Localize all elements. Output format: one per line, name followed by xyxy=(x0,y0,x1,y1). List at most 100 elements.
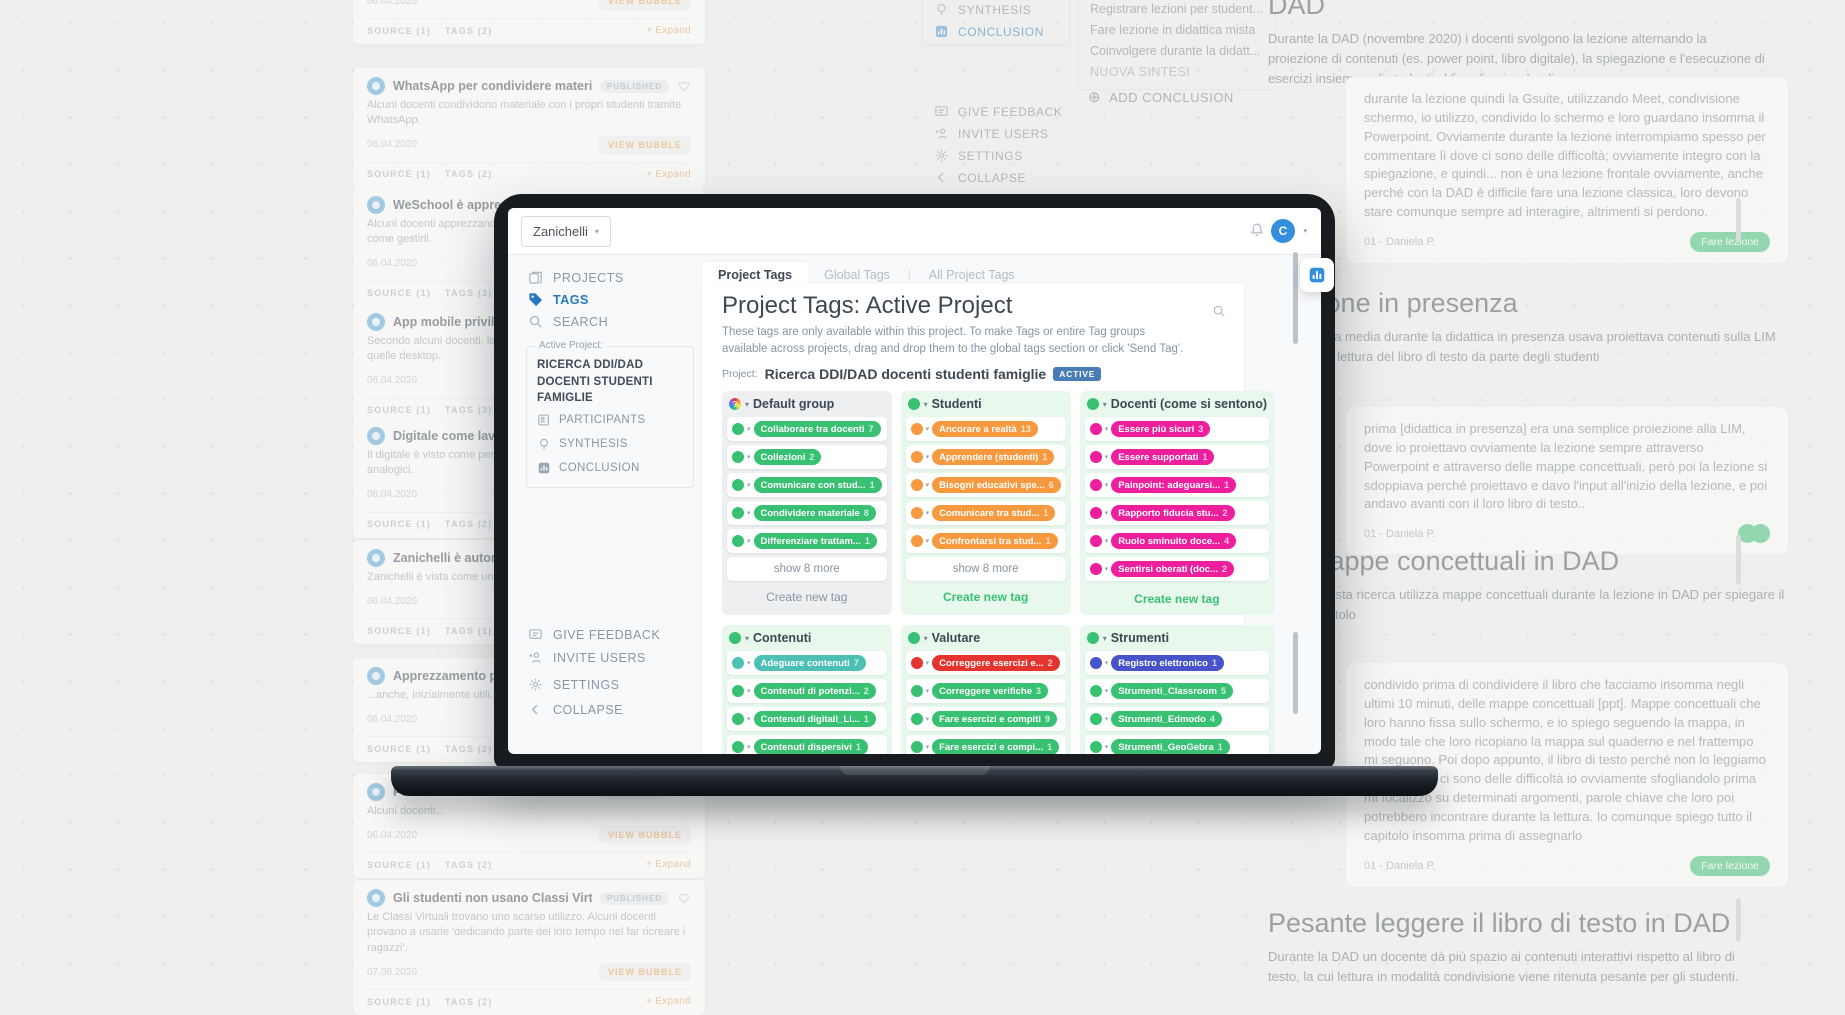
app-scrollbar-thumb[interactable] xyxy=(1293,252,1298,344)
tag-row[interactable]: ▾ Sentirsi oberati (doc... 2 xyxy=(1084,557,1269,582)
tag-row[interactable]: ▾ Comunicare tra stud... 1 xyxy=(905,501,1066,526)
tag-pill[interactable]: Apprendere (studenti) 1 xyxy=(932,449,1055,466)
chevron-down-icon[interactable]: ▾ xyxy=(1104,660,1109,668)
search-icon[interactable] xyxy=(1212,304,1226,318)
tag-pill[interactable]: Collaborare tra docenti 7 xyxy=(753,421,881,438)
tag-pill[interactable]: Differenziare trattam... 1 xyxy=(753,533,877,550)
tag-pill[interactable]: Essere supportati 1 xyxy=(1111,449,1215,466)
chevron-down-icon[interactable]: ▾ xyxy=(923,399,928,409)
chevron-down-icon[interactable]: ▾ xyxy=(1104,426,1109,434)
tag-group-header[interactable]: ▾ Studenti xyxy=(906,391,1066,417)
chevron-down-icon[interactable]: ▾ xyxy=(1303,228,1307,235)
tag-row[interactable]: ▾ Painpoint: adeguarsi... 1 xyxy=(1084,473,1269,498)
tag-row[interactable]: ▾ Collezioni 2 xyxy=(727,445,887,470)
chevron-down-icon[interactable]: ▾ xyxy=(1104,482,1109,490)
create-new-tag-button[interactable]: Create new tag xyxy=(766,590,848,605)
chevron-down-icon[interactable]: ▾ xyxy=(925,688,930,696)
tag-row[interactable]: ▾ Apprendere (studenti) 1 xyxy=(905,445,1066,470)
tag-row[interactable]: ▾ Rapporto fiducia stu... 2 xyxy=(1084,501,1269,526)
chevron-down-icon[interactable]: ▾ xyxy=(745,633,750,643)
tag-pill[interactable]: Sentirsi oberati (doc... 2 xyxy=(1111,561,1235,578)
tag-pill[interactable]: Ruolo sminuito doce... 4 xyxy=(1111,533,1237,550)
chevron-down-icon[interactable]: ▾ xyxy=(925,660,930,668)
sidebar-item-collapse[interactable]: COLLAPSE xyxy=(528,702,623,717)
tag-pill[interactable]: Registro elettronico 1 xyxy=(1111,655,1224,672)
tag-row[interactable]: ▾ Contenuti di potenzi... 2 xyxy=(727,679,887,704)
create-new-tag-button[interactable]: Create new tag xyxy=(1134,592,1220,607)
tag-pill[interactable]: Collezioni 2 xyxy=(753,449,822,466)
chevron-down-icon[interactable]: ▾ xyxy=(925,744,930,752)
tag-row[interactable]: ▾ Contenuti dispersivi 1 xyxy=(727,735,887,754)
tag-row[interactable]: ▾ Condividere materiale 8 xyxy=(727,501,887,526)
sidebar-item-tags[interactable]: TAGS xyxy=(528,292,589,307)
chevron-down-icon[interactable]: ▾ xyxy=(747,426,751,434)
tag-row[interactable]: ▾ Ruolo sminuito doce... 4 xyxy=(1084,529,1269,554)
sidebar-item-projects[interactable]: PROJECTS xyxy=(528,270,624,285)
tag-pill[interactable]: Comunicare tra stud... 1 xyxy=(932,505,1056,522)
chevron-down-icon[interactable]: ▾ xyxy=(1104,538,1109,546)
chevron-down-icon[interactable]: ▾ xyxy=(925,538,930,546)
tag-pill[interactable]: Strumenti_GeoGebra 1 xyxy=(1111,739,1230,754)
tag-pill[interactable]: Bisogni educativi spe... 6 xyxy=(932,477,1061,494)
chevron-down-icon[interactable]: ▾ xyxy=(925,482,930,490)
tag-pill[interactable]: Painpoint: adeguarsi... 1 xyxy=(1111,477,1237,494)
tag-pill[interactable]: Confrontarsi tra stud... 1 xyxy=(932,533,1058,550)
tag-row[interactable]: ▾ Comunicare con stud... 1 xyxy=(727,473,887,498)
chevron-down-icon[interactable]: ▾ xyxy=(925,716,930,724)
tag-pill[interactable]: Correggere verifiche 3 xyxy=(932,683,1049,700)
tag-pill[interactable]: Comunicare con stud... 1 xyxy=(753,477,882,494)
tag-pill[interactable]: Condividere materiale 8 xyxy=(753,505,876,522)
chevron-down-icon[interactable]: ▾ xyxy=(747,454,751,462)
chevron-down-icon[interactable]: ▾ xyxy=(1102,399,1107,409)
tag-pill[interactable]: Adeguare contenuti 7 xyxy=(753,655,866,672)
tag-group-header[interactable]: ▾ Contenuti xyxy=(727,625,887,651)
chevron-down-icon[interactable]: ▾ xyxy=(1104,510,1109,518)
chevron-down-icon[interactable]: ▾ xyxy=(747,716,751,724)
tag-row[interactable]: ▾ Ancorare a realtà 13 xyxy=(905,417,1066,442)
chevron-down-icon[interactable]: ▾ xyxy=(1104,716,1109,724)
tag-group-header[interactable]: ▾ Strumenti xyxy=(1085,625,1269,651)
chevron-down-icon[interactable]: ▾ xyxy=(1104,744,1109,752)
chevron-down-icon[interactable]: ▾ xyxy=(747,660,751,668)
tag-row[interactable]: ▾ Essere più sicuri 3 xyxy=(1084,417,1269,442)
show-more-button[interactable]: show 8 more xyxy=(727,557,887,582)
tab[interactable]: Global Tags xyxy=(824,268,890,282)
tab[interactable]: All Project Tags xyxy=(928,268,1015,282)
tag-row[interactable]: ▾ Bisogni educativi spe... 6 xyxy=(905,473,1066,498)
sidebar-item-invite-users[interactable]: INVITE USERS xyxy=(528,650,646,665)
app-scrollbar-thumb[interactable] xyxy=(1293,632,1298,714)
chevron-down-icon[interactable]: ▾ xyxy=(747,482,751,490)
tag-pill[interactable]: Strumenti_Classroom 5 xyxy=(1111,683,1233,700)
tag-row[interactable]: ▾ Fare esercizi e compiti 9 xyxy=(905,707,1066,732)
chevron-down-icon[interactable]: ▾ xyxy=(1104,454,1109,462)
chevron-down-icon[interactable]: ▾ xyxy=(747,538,751,546)
tag-pill[interactable]: Contenuti digitali_Li... 1 xyxy=(753,711,876,728)
tag-row[interactable]: ▾ Strumenti_Classroom 5 xyxy=(1084,679,1269,704)
tag-row[interactable]: ▾ Correggere esercizi e... 2 xyxy=(905,651,1066,676)
tag-row[interactable]: ▾ Essere supportati 1 xyxy=(1084,445,1269,470)
tag-row[interactable]: ▾ Adeguare contenuti 7 xyxy=(727,651,887,676)
tag-pill[interactable]: Ancorare a realtà 13 xyxy=(932,421,1038,438)
tag-pill[interactable]: Strumenti_Edmodo 4 xyxy=(1111,711,1222,728)
tab[interactable]: Project Tags xyxy=(702,262,809,288)
chevron-down-icon[interactable]: ▾ xyxy=(1102,633,1107,643)
tag-pill[interactable]: Contenuti di potenzi... 2 xyxy=(753,683,876,700)
show-more-button[interactable]: show 8 more xyxy=(905,557,1066,582)
sidebar-item-conclusion[interactable]: CONCLUSION xyxy=(537,457,683,479)
tag-group-header[interactable]: ▾ Valutare xyxy=(906,625,1066,651)
tag-row[interactable]: ▾ Strumenti_GeoGebra 1 xyxy=(1084,735,1269,754)
notifications-bell-icon[interactable] xyxy=(1249,222,1265,238)
tag-pill[interactable]: Fare esercizi e compiti 9 xyxy=(932,711,1058,728)
organization-dropdown[interactable]: Zanichelli ▾ xyxy=(521,216,611,247)
tag-pill[interactable]: Rapporto fiducia stu... 2 xyxy=(1111,505,1235,522)
user-avatar[interactable]: C xyxy=(1271,219,1295,243)
tag-row[interactable]: ▾ Registro elettronico 1 xyxy=(1084,651,1269,676)
sidebar-item-participants[interactable]: PARTICIPANTS xyxy=(537,409,683,431)
chevron-down-icon[interactable]: ▾ xyxy=(925,426,930,434)
chevron-down-icon[interactable]: ▾ xyxy=(1104,688,1109,696)
tag-row[interactable]: ▾ Correggere verifiche 3 xyxy=(905,679,1066,704)
sidebar-item-search[interactable]: SEARCH xyxy=(528,314,608,329)
tag-pill[interactable]: Fare esercizi e compi... 1 xyxy=(932,739,1060,754)
tag-pill[interactable]: Essere più sicuri 3 xyxy=(1111,421,1211,438)
tag-pill[interactable]: Correggere esercizi e... 2 xyxy=(932,655,1060,672)
